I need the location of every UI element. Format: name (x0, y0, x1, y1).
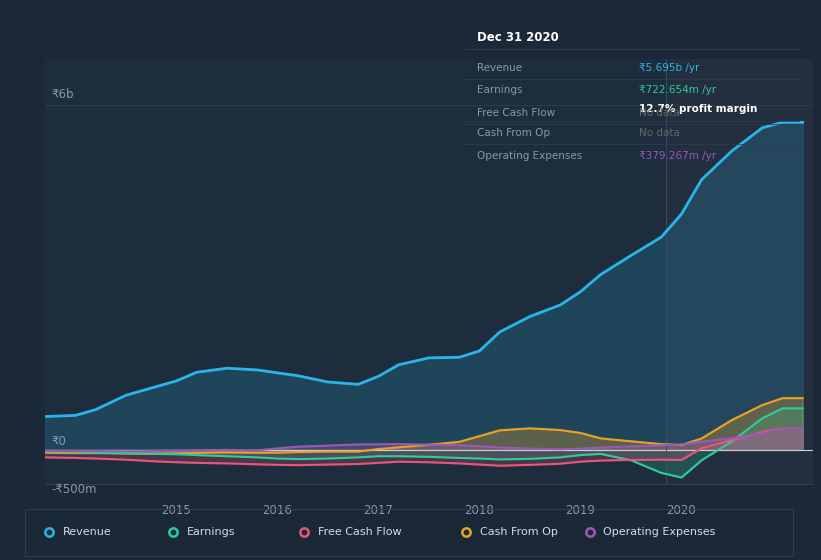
Text: Free Cash Flow: Free Cash Flow (318, 527, 401, 537)
Text: 2018: 2018 (465, 503, 494, 516)
Text: Earnings: Earnings (186, 527, 235, 537)
Text: Cash From Op: Cash From Op (480, 527, 557, 537)
Text: ₹6b: ₹6b (51, 87, 74, 101)
Text: Revenue: Revenue (477, 63, 522, 73)
Text: No data: No data (639, 128, 680, 138)
Text: ₹0: ₹0 (51, 435, 67, 448)
Text: Cash From Op: Cash From Op (477, 128, 550, 138)
Text: ₹722.654m /yr: ₹722.654m /yr (639, 85, 716, 95)
Text: ₹379.267m /yr: ₹379.267m /yr (639, 151, 716, 161)
Text: 2016: 2016 (263, 503, 292, 516)
Text: Dec 31 2020: Dec 31 2020 (477, 31, 559, 44)
Text: Operating Expenses: Operating Expenses (477, 151, 583, 161)
Text: Free Cash Flow: Free Cash Flow (477, 108, 556, 118)
Text: 2020: 2020 (667, 503, 696, 516)
Text: 2019: 2019 (566, 503, 595, 516)
Text: ₹5.695b /yr: ₹5.695b /yr (639, 63, 699, 73)
Text: -₹500m: -₹500m (51, 483, 97, 496)
Text: 12.7% profit margin: 12.7% profit margin (639, 104, 757, 114)
Bar (667, 59, 813, 484)
Text: Revenue: Revenue (63, 527, 112, 537)
Text: Earnings: Earnings (477, 85, 523, 95)
Text: Operating Expenses: Operating Expenses (603, 527, 716, 537)
Text: 2017: 2017 (364, 503, 393, 516)
Text: 2015: 2015 (162, 503, 191, 516)
Text: No data: No data (639, 108, 680, 118)
